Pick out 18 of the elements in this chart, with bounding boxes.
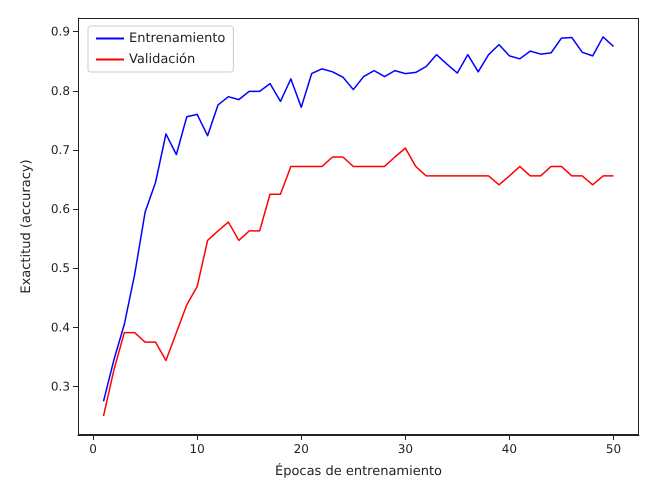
x-tick-label: 0	[89, 442, 97, 456]
y-tick-label: 0.7	[50, 142, 70, 157]
legend-label: Validación	[129, 52, 196, 67]
x-tick-label: 10	[190, 442, 205, 456]
x-axis-title: Épocas de entrenamiento	[275, 462, 442, 479]
line-series	[102, 147, 614, 417]
y-tick-label: 0.4	[50, 320, 70, 334]
y-tick-label: 0.8	[50, 84, 70, 98]
y-tick-label: 0.9	[50, 24, 70, 39]
y-tick-label: 0.5	[50, 261, 70, 276]
y-axis-title: Exactitud (accuracy)	[19, 159, 34, 294]
y-tick-label: 0.6	[50, 202, 70, 216]
x-tick-label: 20	[294, 442, 309, 456]
y-tick-label: 0.3	[50, 380, 70, 394]
x-tick-label: 50	[606, 442, 622, 456]
x-tick-label: 30	[398, 442, 413, 456]
x-tick-label: 40	[502, 442, 518, 456]
legend-label: Entrenamiento	[129, 31, 226, 46]
